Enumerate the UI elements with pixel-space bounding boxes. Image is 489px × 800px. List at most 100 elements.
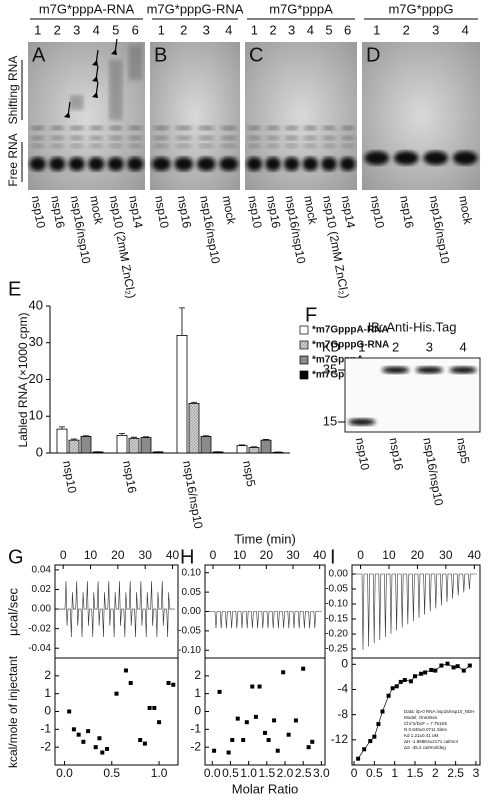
bar [128, 437, 140, 454]
arrow-head [92, 76, 98, 82]
free-band [364, 151, 390, 165]
shift-band [197, 135, 215, 141]
shift-band [175, 143, 193, 149]
x-tick-label: 30 [139, 548, 153, 562]
panel-letter: E [8, 278, 21, 300]
lane-label: nsp16 [120, 460, 140, 495]
bar [56, 428, 68, 454]
data-point [301, 666, 306, 671]
data-point [451, 665, 456, 670]
x-tick-label: 2.5 [295, 766, 312, 780]
y-tick-label: -0.10 [178, 645, 201, 656]
bar [248, 447, 260, 454]
bar [176, 334, 188, 454]
lane-label: nsp10 [353, 437, 373, 472]
shift-band [49, 125, 65, 131]
axis [49, 306, 290, 454]
data-point [461, 668, 466, 673]
y-tick-label: 0.05 [182, 587, 202, 598]
lane-number: 5 [325, 22, 332, 37]
data-point [97, 736, 102, 741]
x-tick-label: 20 [260, 548, 274, 562]
lane-number: 4 [307, 22, 314, 37]
free-band [68, 157, 85, 171]
data-point [368, 739, 373, 744]
shift-band [220, 125, 238, 131]
lane-label: mock [87, 195, 106, 227]
panel-letter: D [366, 44, 380, 66]
error-bar [203, 435, 209, 437]
x-tick-label: 10 [84, 548, 98, 562]
shift-band [340, 143, 355, 149]
y-axis-label: μcal/sec [5, 588, 20, 636]
y-tick-label: -12 [331, 732, 349, 746]
panel-letter: F [305, 304, 317, 326]
lane-number: 3 [203, 22, 210, 37]
data-point [230, 738, 235, 743]
y-tick-label: -8 [337, 707, 348, 721]
lane-label: nsp16 [264, 195, 284, 230]
legend-label: *m7GpppA-RNA [312, 325, 389, 336]
shift-band [152, 135, 170, 141]
blot-unit: KD [322, 339, 340, 354]
lane-label: nsp16 [387, 437, 407, 472]
lane-number: 5 [112, 22, 119, 37]
shift-band [303, 125, 318, 131]
y-tick-label: -0.20 [325, 629, 348, 640]
lane-label: nsp16 [48, 195, 68, 230]
data-point [76, 732, 81, 737]
shift-band [197, 125, 215, 131]
shift-band [108, 125, 124, 131]
data-point [356, 756, 361, 761]
shift-band [197, 143, 215, 149]
y-tick-label: 0.00 [32, 604, 52, 615]
free-band [321, 157, 337, 171]
smear [69, 95, 84, 110]
side-label: Free RNA [6, 133, 20, 186]
data-point [398, 679, 403, 684]
shift-band [340, 125, 355, 131]
data-point [467, 663, 472, 668]
lane-number: 2 [54, 22, 61, 37]
lane-label: nsp16/nsp10 [427, 195, 453, 265]
bar [200, 436, 212, 454]
shift-band [175, 125, 193, 131]
shift-band [152, 143, 170, 149]
gel-header: m7G*pppG [388, 1, 453, 16]
data-point [286, 732, 291, 737]
y-tick-label: 0.04 [32, 565, 52, 576]
legend-swatch [299, 355, 309, 365]
fit-stats: Chi^2/DoF = 7.751E5 [404, 721, 448, 726]
free-band [49, 157, 66, 171]
data-point [81, 739, 86, 744]
lane-number: 3 [426, 339, 433, 354]
data-point [281, 670, 286, 675]
shift-band [284, 125, 299, 131]
data-point [310, 739, 315, 744]
error-bar [191, 401, 197, 404]
shift-band [340, 135, 355, 141]
shift-band [108, 135, 124, 141]
x-tick-label: 10 [382, 548, 396, 562]
blot-band [382, 366, 410, 374]
x-tick-label: 0 [357, 548, 364, 562]
shift-band [108, 143, 124, 149]
lane-number: 1 [34, 22, 41, 37]
free-band [423, 151, 449, 165]
plot-frame [54, 657, 179, 766]
raw-trace [58, 581, 175, 637]
y-tick-label: 10 [29, 408, 43, 423]
x-tick-label: 40 [166, 548, 180, 562]
y-tick-label: 0 [194, 704, 201, 718]
shift-band [152, 125, 170, 131]
y-tick-label: -2 [190, 739, 201, 753]
shift-band [321, 135, 337, 141]
x-tick-label: 1.5 [258, 766, 275, 780]
lane-label: nsp10 [60, 460, 80, 495]
data-point [157, 720, 162, 725]
blot-title: IB: Anti-His.Tag [368, 319, 457, 334]
data-point [394, 684, 399, 689]
data-point [257, 684, 262, 689]
free-band [452, 151, 478, 165]
x-tick-label: 1.0 [151, 766, 168, 780]
